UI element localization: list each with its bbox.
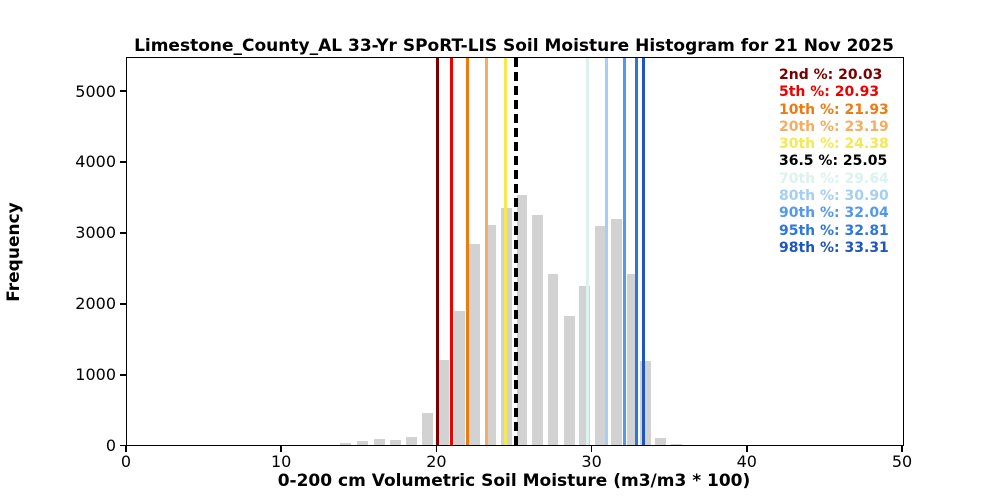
histogram-bar [373, 439, 385, 445]
percentile-line-36.5 [513, 58, 518, 445]
percentile-line-70th [585, 58, 589, 445]
y-tick-label: 5000 [75, 81, 116, 101]
histogram-bar [655, 437, 667, 445]
y-tick [120, 444, 126, 447]
legend-entry-90th: 90th %: 32.04 [779, 205, 889, 222]
histogram-bar [547, 274, 559, 445]
x-tick [746, 445, 748, 452]
x-tick [590, 445, 593, 452]
x-tick [435, 445, 438, 452]
percentile-line-80th [605, 58, 609, 445]
histogram-bar [485, 224, 497, 445]
y-tick-label: 3000 [75, 223, 116, 243]
histogram-bar [626, 274, 638, 445]
x-tick [125, 445, 127, 452]
percentile-line-20th [485, 58, 489, 445]
histogram-bar [422, 412, 434, 445]
histogram-bar [594, 225, 606, 445]
legend-entry-5th: 5th %: 20.93 [779, 84, 880, 101]
y-tick [120, 161, 126, 163]
percentile-line-5th [450, 58, 454, 445]
histogram-bar [579, 286, 591, 445]
legend-entry-30th: 30th %: 24.38 [779, 136, 889, 153]
x-tick-label: 10 [271, 452, 292, 471]
x-tick-label: 50 [891, 452, 913, 471]
x-tick-label: 20 [426, 452, 447, 471]
y-tick [120, 373, 126, 376]
x-axis-label: 0-200 cm Volumetric Soil Moisture (m3/m3… [277, 471, 751, 491]
legend-entry-80th: 80th %: 30.90 [779, 188, 889, 205]
histogram-bar [453, 311, 465, 445]
legend: 2nd %: 20.03 5th %: 20.93 10th %: 21.93 20t… [779, 67, 889, 257]
y-tick [120, 90, 126, 92]
legend-entry-36.5: 36.5 %: 25.05 [779, 153, 888, 170]
histogram-bar [670, 443, 682, 445]
histogram-bar [611, 218, 623, 445]
histogram-bar [563, 316, 575, 445]
legend-entry-2nd: 2nd %: 20.03 [779, 67, 883, 83]
plot-area: 2nd %: 20.03 5th %: 20.93 10th %: 21.93 20t… [126, 57, 904, 446]
histogram-bar [390, 440, 402, 445]
percentile-line-95th [634, 58, 638, 445]
histogram-bar [438, 360, 450, 445]
histogram-bar [357, 441, 369, 445]
percentile-line-98th [642, 58, 646, 445]
legend-entry-20th: 20th %: 23.19 [779, 118, 889, 135]
x-tick-label: 40 [736, 452, 757, 471]
legend-entry-70th: 70th %: 29.64 [779, 170, 889, 187]
legend-entry-98th: 98th %: 33.31 [779, 239, 889, 256]
histogram-bar [469, 244, 481, 445]
x-tick-label: 0 [120, 452, 132, 471]
y-tick-label: 0 [105, 436, 116, 455]
histogram-bar [406, 437, 418, 445]
y-tick [120, 232, 126, 234]
legend-entry-10th: 10th %: 21.93 [779, 101, 889, 118]
histogram-bar [532, 215, 543, 445]
y-tick-label: 1000 [75, 365, 116, 385]
x-tick [901, 445, 903, 452]
legend-entry-95th: 95th %: 32.81 [779, 222, 889, 239]
histogram-bar [339, 442, 351, 445]
chart-title: Limestone_County_AL 33-Yr SPoRT-LIS Soil… [134, 36, 894, 56]
percentile-line-90th [622, 58, 626, 445]
y-tick-label: 4000 [75, 152, 116, 172]
y-tick [120, 303, 126, 305]
percentile-line-30th [503, 58, 507, 445]
histogram-bar [516, 194, 528, 445]
y-axis-label: Frequency [4, 202, 24, 302]
percentile-line-10th [465, 58, 469, 445]
x-tick-label: 30 [581, 452, 602, 471]
y-tick-label: 2000 [75, 294, 116, 314]
percentile-line-2nd [436, 58, 440, 445]
x-tick [280, 445, 282, 452]
